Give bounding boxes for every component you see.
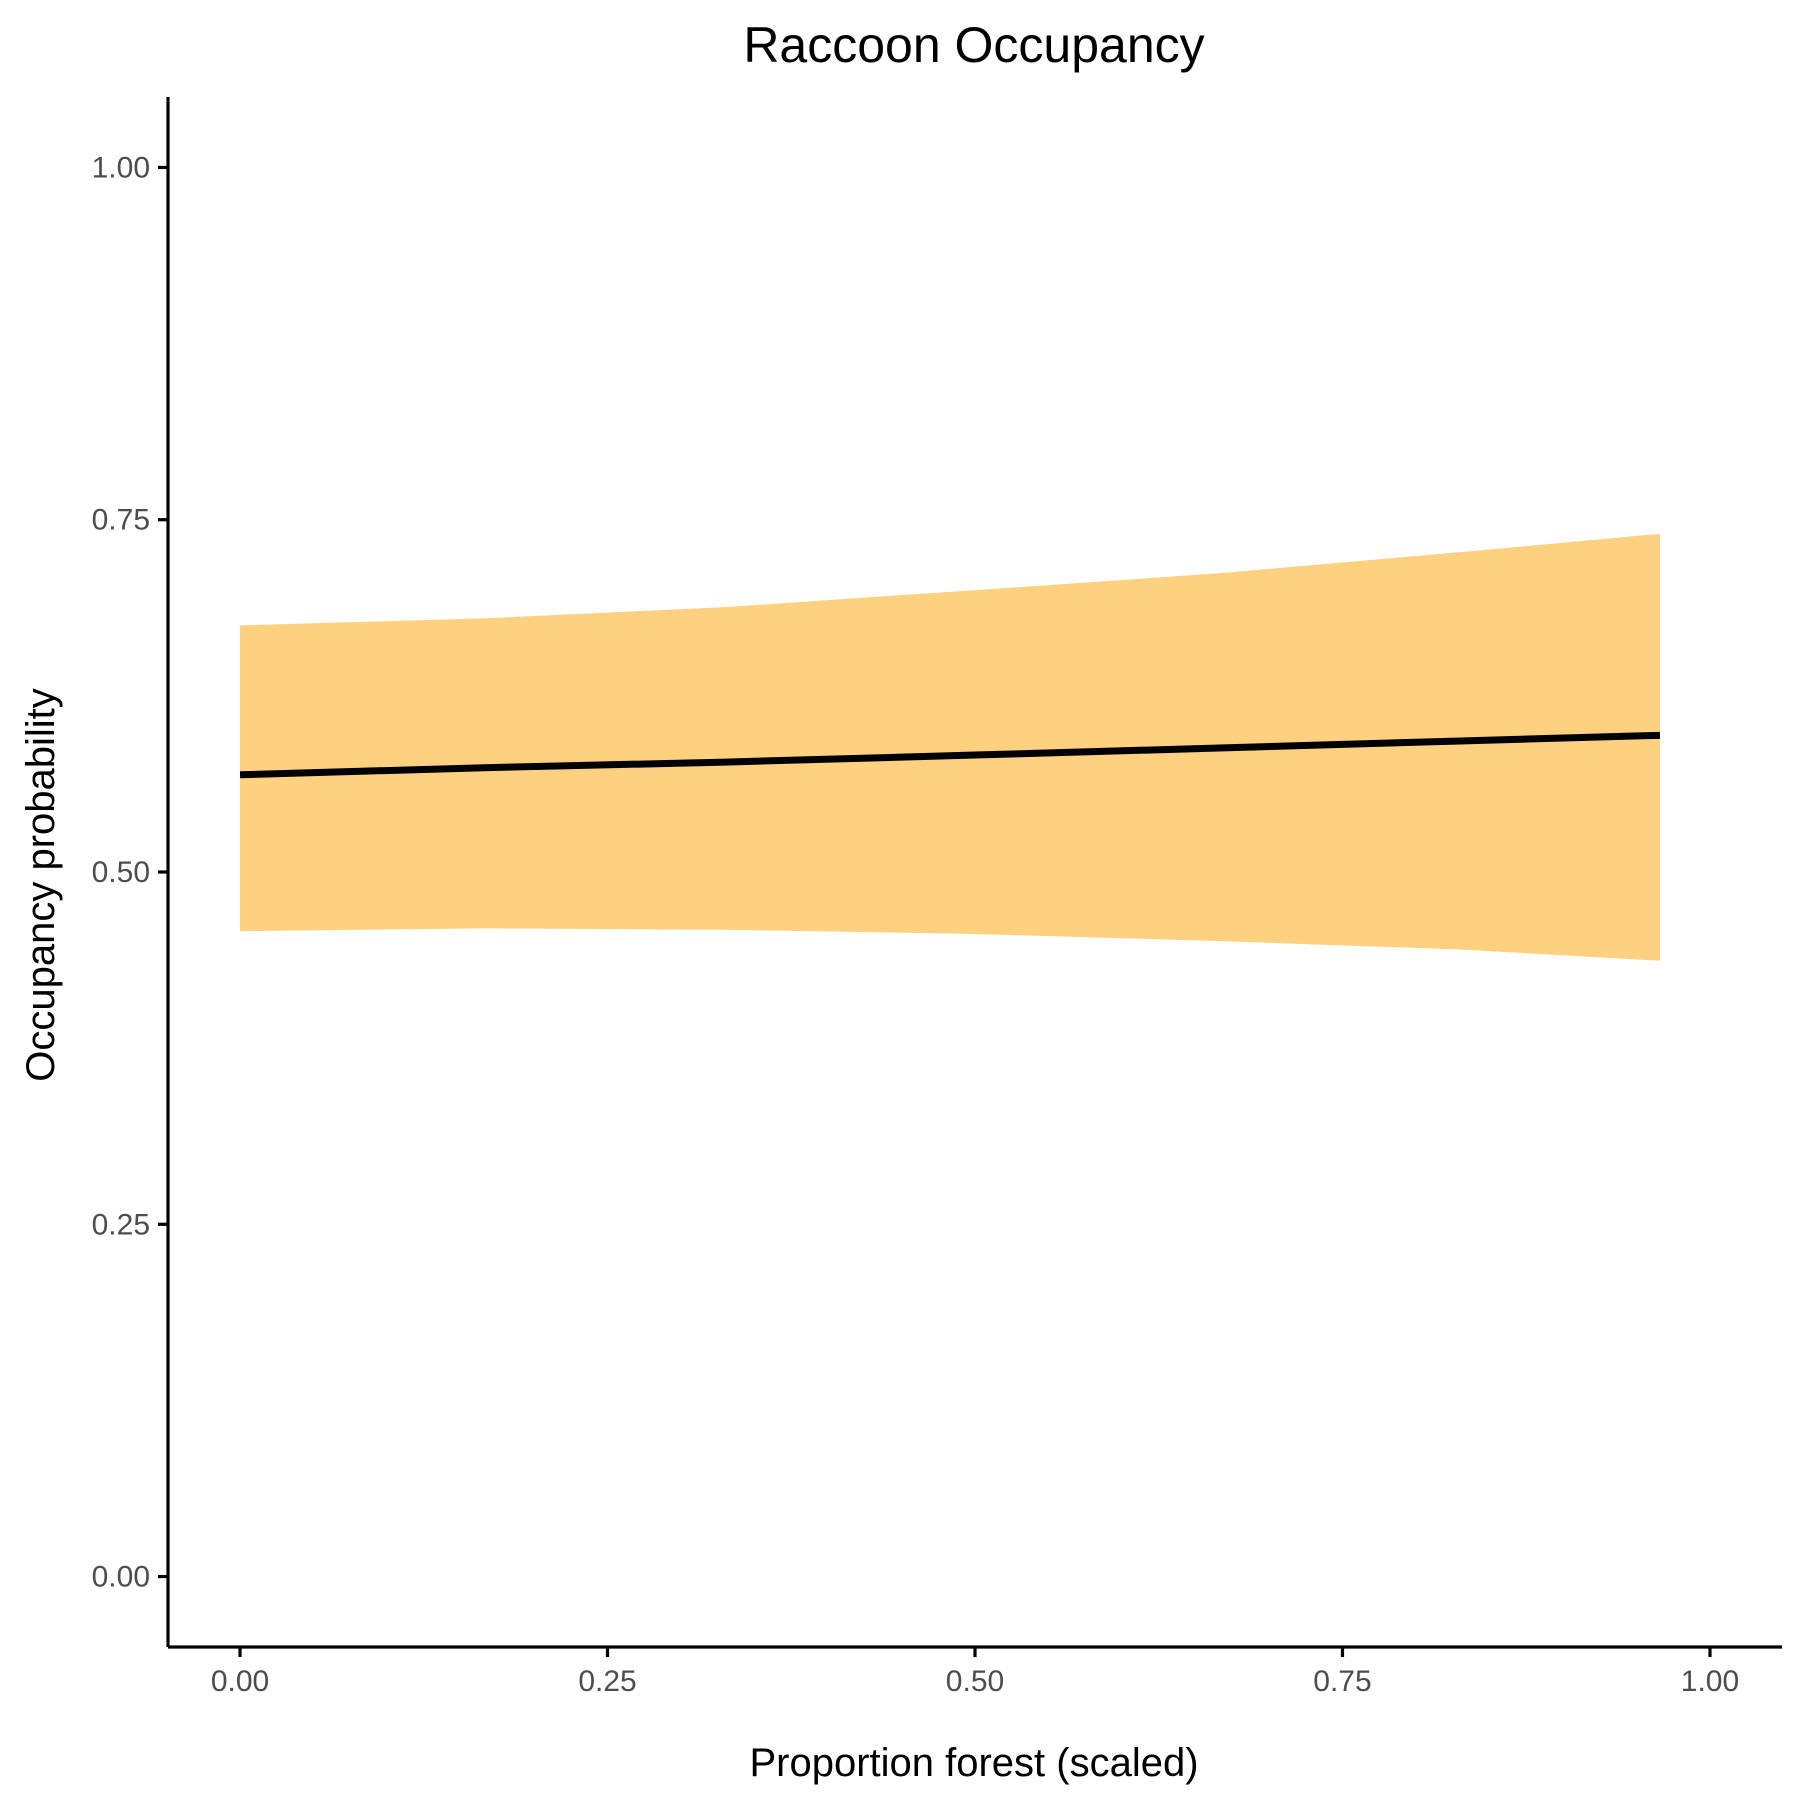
axes: 0.00 0.25 0.50 0.75 1.00 0.00 0.25 0.50 0.75 1.00	[92, 97, 1782, 1698]
plot-area	[239, 533, 1661, 961]
y-axis-label: Occupancy probability	[19, 688, 63, 1082]
x-tick-label: 0.00	[211, 1665, 269, 1698]
chart-title: Raccoon Occupancy	[743, 17, 1204, 73]
y-tick-label: 0.00	[92, 1561, 150, 1594]
y-tick-label: 0.75	[92, 504, 150, 537]
fit-line	[239, 731, 1661, 779]
y-tick-label: 1.00	[92, 151, 150, 184]
y-tick-label: 0.25	[92, 1208, 150, 1241]
y-tick-label: 0.50	[92, 856, 150, 889]
x-tick-label: 0.75	[1313, 1665, 1371, 1698]
x-tick-label: 0.50	[946, 1665, 1004, 1698]
x-tick-label: 0.25	[578, 1665, 636, 1698]
confidence-ribbon	[240, 533, 1660, 961]
x-axis-label: Proportion forest (scaled)	[749, 1741, 1198, 1785]
x-tick-label: 1.00	[1681, 1665, 1739, 1698]
